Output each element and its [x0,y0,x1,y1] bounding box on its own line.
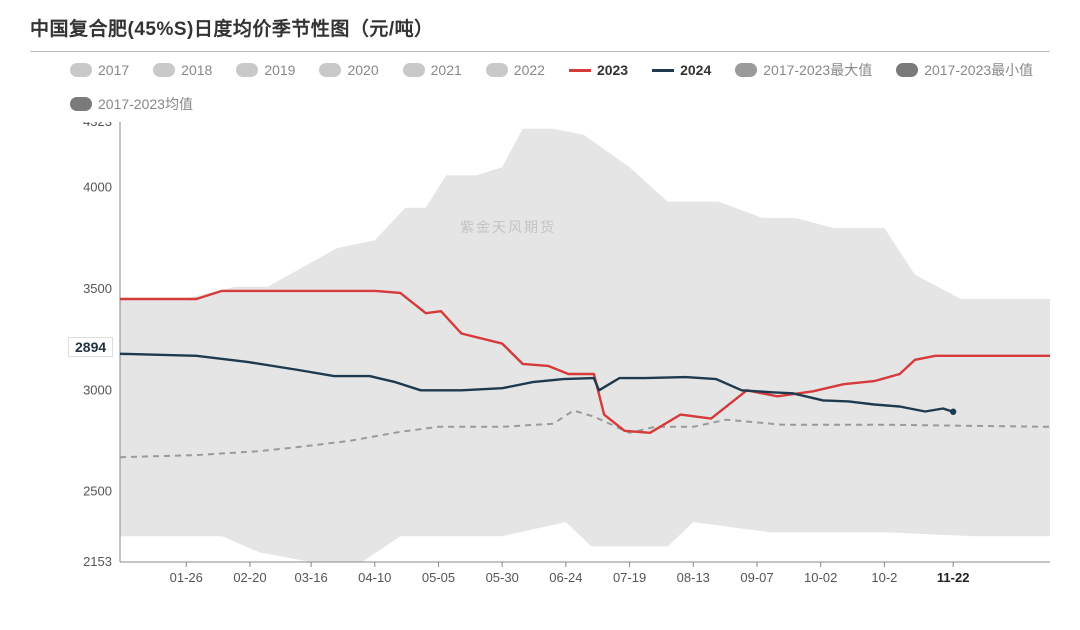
legend-item-2017[interactable]: 2017 [70,62,129,78]
title-divider [30,51,1050,52]
legend-label: 2017-2023均值 [98,94,193,114]
x-tick-label: 11-22 [937,570,970,585]
legend-item-2019[interactable]: 2019 [236,62,295,78]
x-tick-label: 07-19 [613,570,646,585]
y-tick-label: 2500 [83,484,112,499]
series-2024-endpoint [950,409,956,415]
legend-label: 2023 [597,62,628,78]
legend-label: 2018 [181,62,212,78]
legend-item-2020[interactable]: 2020 [319,62,378,78]
legend-item-2022[interactable]: 2022 [486,62,545,78]
y-tick-label: 3500 [83,281,112,296]
x-tick-label: 04-10 [358,570,391,585]
legend-swatch [70,97,92,111]
legend-label: 2019 [264,62,295,78]
legend-swatch [236,63,258,77]
legend-label: 2017 [98,62,129,78]
legend-item-2021[interactable]: 2021 [403,62,462,78]
x-tick-label: 06-24 [549,570,582,585]
legend-item-2018[interactable]: 2018 [153,62,212,78]
range-band [120,129,1050,562]
legend-swatch [735,63,757,77]
x-tick-label: 10-2 [871,570,897,585]
legend-label: 2022 [514,62,545,78]
legend-swatch [403,63,425,77]
legend-item-min[interactable]: 2017-2023最小值 [896,60,1033,80]
x-tick-label: 05-05 [422,570,455,585]
legend-item-2024[interactable]: 2024 [652,62,711,78]
x-tick-label: 05-30 [486,570,519,585]
legend-swatch [70,63,92,77]
chart-title: 中国复合肥(45%S)日度均价季节性图（元/吨） [30,14,1050,41]
y-tick-label: 2153 [83,554,112,569]
x-tick-label: 03-16 [294,570,327,585]
legend-label: 2020 [347,62,378,78]
legend-label: 2017-2023最小值 [924,60,1033,80]
x-tick-label: 09-07 [740,570,773,585]
legend-swatch [896,63,918,77]
legend-item-2023[interactable]: 2023 [569,62,628,78]
y-tick-label: 4323 [83,122,112,129]
x-tick-label: 10-02 [804,570,837,585]
legend: 2017 2018 2019 2020 2021 2022 2023 2024 2017-202… [70,60,1050,114]
legend-swatch [319,63,341,77]
x-tick-label: 01-26 [170,570,203,585]
chart-container: 紫金天风期货 21532500300035004000432301-2602-2… [30,122,1050,592]
value-callout: 2894 [68,337,113,357]
y-tick-label: 3000 [83,382,112,397]
legend-swatch [486,63,508,77]
legend-item-avg[interactable]: 2017-2023均值 [70,94,193,114]
legend-label: 2024 [680,62,711,78]
legend-swatch [569,69,591,72]
x-tick-label: 02-20 [233,570,266,585]
seasonal-chart: 2153 2500 3000 3500 4000 4323 01-26 02-20 03-16 0… [30,122,1050,592]
legend-swatch [652,69,674,72]
y-tick-label: 4000 [83,179,112,194]
x-tick-label: 08-13 [677,570,710,585]
legend-label: 2021 [431,62,462,78]
legend-label: 2017-2023最大值 [763,60,872,80]
legend-item-max[interactable]: 2017-2023最大值 [735,60,872,80]
legend-swatch [153,63,175,77]
